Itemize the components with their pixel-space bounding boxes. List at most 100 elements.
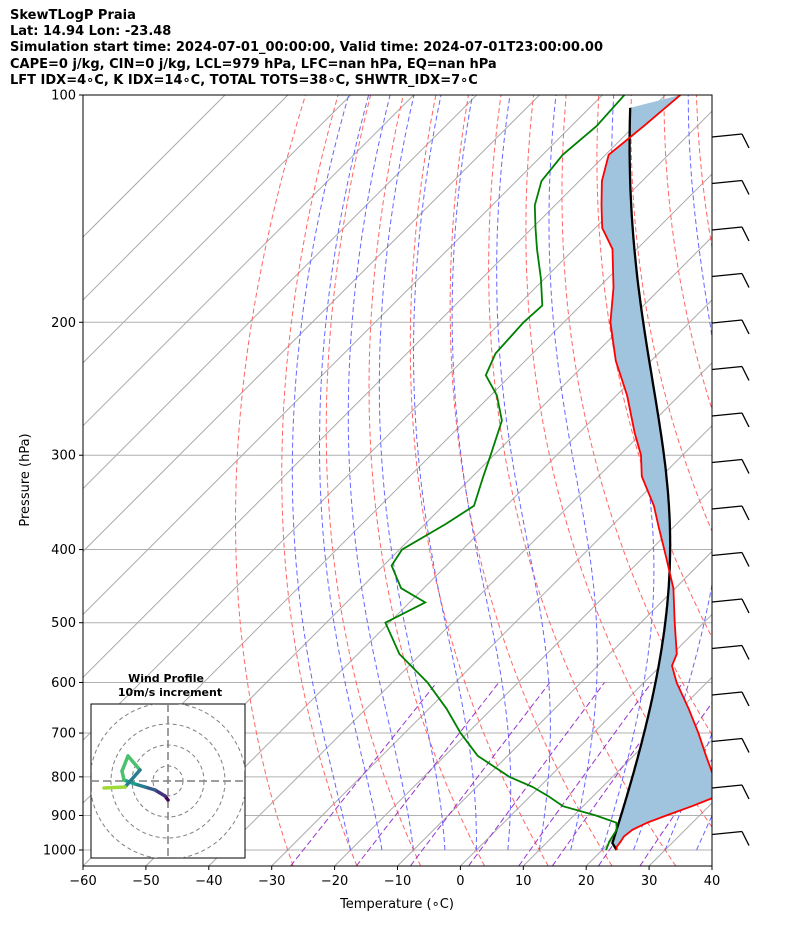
- wind-barb-staff: [711, 458, 743, 464]
- wind-barb-staff: [711, 830, 743, 836]
- wind-barb-staff: [711, 272, 743, 278]
- cape-fill-area: [601, 95, 712, 850]
- hodograph-segment: [102, 785, 127, 790]
- wind-barb: [711, 737, 750, 753]
- wind-barb-flag: [741, 552, 750, 567]
- isotherm-line: [208, 362, 712, 866]
- hodograph-segment: [123, 768, 142, 789]
- mixing-ratio-line: [290, 682, 438, 866]
- wind-barb: [711, 133, 750, 149]
- wind-barb-flag: [741, 226, 750, 242]
- isotherm-line: [460, 613, 712, 866]
- dry-adiabat: [235, 95, 306, 866]
- wind-barb-staff: [711, 691, 743, 696]
- wind-barb-staff: [711, 319, 743, 324]
- isotherm-line: [83, 95, 540, 553]
- wind-barb: [711, 505, 750, 521]
- dry-adiabat: [409, 95, 549, 866]
- wind-barb-staff: [711, 226, 743, 231]
- mixing-ratio-line: [551, 682, 684, 866]
- isotherm-line: [83, 95, 289, 301]
- isotherm-line: [397, 550, 712, 866]
- wind-barb: [711, 551, 750, 567]
- x-tick-label: −20: [321, 874, 348, 889]
- wind-barb: [711, 226, 750, 242]
- wind-barb-flag: [741, 831, 750, 846]
- wind-barb-flag: [741, 645, 750, 660]
- hodograph-segment: [153, 788, 167, 798]
- dry-adiabat: [449, 95, 613, 866]
- isotherm-line: [83, 95, 352, 364]
- y-axis-label: Pressure (hPa): [18, 433, 33, 526]
- y-tick-label: 100: [51, 89, 76, 104]
- y-tick-label: 300: [51, 449, 76, 464]
- isotherm-line: [83, 95, 477, 490]
- y-tick-label: 700: [51, 727, 76, 742]
- y-tick-label: 800: [51, 770, 76, 785]
- hodograph-segment: [120, 754, 130, 773]
- chart-title: SkewTLogP Praia: [10, 8, 136, 23]
- wind-barb: [711, 830, 750, 846]
- x-tick-label: −50: [132, 874, 159, 889]
- sounding-profiles: [384, 95, 712, 851]
- wind-barb-staff: [711, 505, 743, 510]
- wind-barb: [711, 784, 750, 800]
- moist-adiabat: [347, 95, 414, 851]
- wind-barb: [711, 365, 750, 381]
- y-tick-label: 400: [51, 543, 76, 558]
- dry-adiabat: [729, 95, 794, 866]
- x-tick-label: −40: [195, 874, 222, 889]
- wind-barb-flag: [741, 319, 750, 335]
- wind-barb-staff: [711, 551, 743, 557]
- wind-barb-staff: [711, 598, 743, 603]
- axes: −60 −50 −40 −30 −20 −10 0 10 20 30 40 1000 900 800 700…: [43, 89, 720, 890]
- moist-adiabat: [451, 95, 512, 851]
- wind-barb-flag: [741, 738, 750, 753]
- dry-adiabat: [695, 95, 712, 251]
- wind-barb-flag: [741, 691, 750, 707]
- moist-adiabat: [601, 95, 655, 851]
- dry-adiabat: [561, 95, 712, 736]
- wind-barb-staff: [711, 179, 743, 185]
- moist-adiabat: [728, 95, 794, 850]
- moist-adiabat: [319, 95, 383, 851]
- mixing-ratio-line: [409, 682, 551, 866]
- location-line: Lat: 14.94 Lon: -23.48: [10, 24, 172, 40]
- dry-adiabat: [368, 95, 485, 866]
- hodograph-segment: [126, 754, 142, 772]
- wind-barb-staff: [711, 133, 743, 138]
- moist-adiabat: [378, 95, 446, 851]
- wind-barb-staff: [711, 412, 743, 417]
- isotherm-line: [83, 95, 603, 616]
- wind-barb-flag: [741, 273, 750, 288]
- dry-adiabat: [596, 95, 712, 639]
- wind-barb-flag: [741, 180, 750, 195]
- isotherm-line: [83, 95, 415, 427]
- isotherm-line: [334, 487, 712, 866]
- isotherm-line: [271, 424, 712, 866]
- moist-adiabat: [412, 95, 477, 850]
- dry-adiabat: [663, 95, 712, 411]
- temperature-profile-line: [600, 95, 712, 851]
- inset-title: Wind Profile: [128, 672, 204, 685]
- stability-indices-line: LFT IDX=4∘C, K IDX=14∘C, TOTAL TOTS=38∘C…: [10, 72, 478, 88]
- y-tick-label: 600: [51, 676, 76, 691]
- isotherm-line: [83, 95, 226, 238]
- wind-barb: [711, 644, 750, 660]
- time-line: Simulation start time: 2024-07-01_00:00:…: [10, 40, 603, 56]
- wind-barb: [711, 412, 750, 428]
- x-tick-label: 40: [704, 874, 721, 889]
- dewpoint-profile-line: [384, 95, 626, 851]
- x-tick-label: −10: [384, 874, 411, 889]
- moist-adiabat: [548, 95, 598, 851]
- wind-barb-flag: [741, 412, 750, 428]
- wind-barb: [711, 598, 750, 614]
- wind-barbs: [711, 133, 750, 846]
- mixing-ratio-line: [468, 682, 605, 866]
- dry-adiabat: [762, 95, 794, 866]
- dry-adiabat: [488, 95, 677, 866]
- isotherm-line: [145, 299, 712, 866]
- y-tick-label: 200: [51, 316, 76, 331]
- chart-header: SkewTLogP Praia Lat: 14.94 Lon: -23.48 S…: [10, 8, 790, 89]
